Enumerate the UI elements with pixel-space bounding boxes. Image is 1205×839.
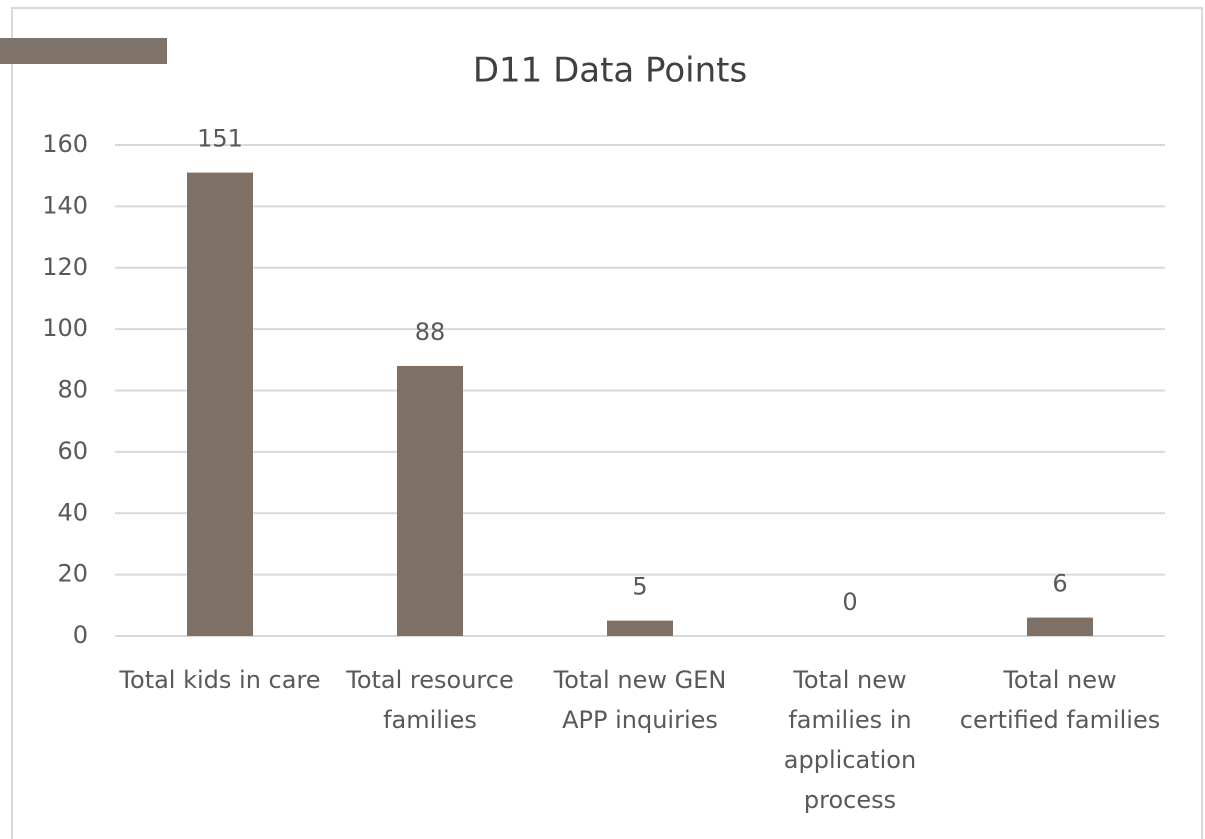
x-tick-label: Total kids in care <box>119 666 321 694</box>
bar <box>1027 617 1093 636</box>
data-label: 88 <box>415 318 446 346</box>
y-tick-label: 20 <box>57 560 88 588</box>
data-label: 6 <box>1052 570 1067 598</box>
y-tick-label: 60 <box>57 437 88 465</box>
bar <box>187 172 253 636</box>
x-tick-label: Total new certified families <box>959 666 1161 734</box>
x-tick-label: Total resource families <box>346 666 514 734</box>
y-tick-label: 140 <box>42 191 88 219</box>
decoration <box>0 38 167 64</box>
y-tick-label: 160 <box>42 130 88 158</box>
bar <box>607 620 673 636</box>
data-label: 0 <box>842 588 857 616</box>
x-tick-label: Total new GEN APP inquiries <box>553 666 727 734</box>
y-tick-label: 80 <box>57 376 88 404</box>
data-label: 5 <box>632 573 647 601</box>
y-tick-label: 120 <box>42 253 88 281</box>
y-tick-label: 40 <box>57 498 88 526</box>
chart-title: D11 Data Points <box>473 51 747 91</box>
bar <box>397 365 463 636</box>
x-tick-label: Total new families in application proces… <box>783 666 917 814</box>
y-tick-label: 100 <box>42 314 88 342</box>
y-tick-label: 0 <box>73 621 88 649</box>
data-label: 151 <box>197 125 243 153</box>
